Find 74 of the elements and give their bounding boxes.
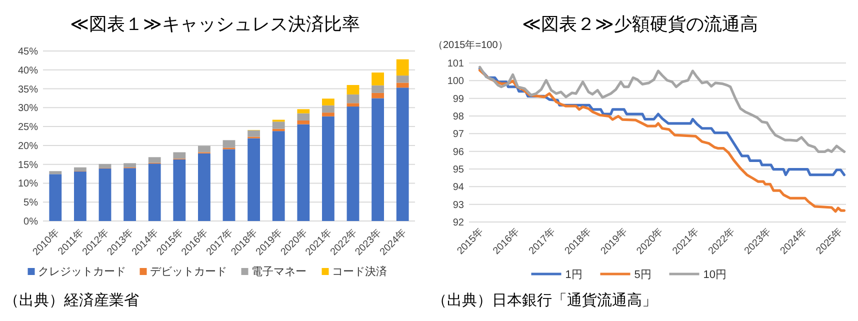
bar [396,82,409,88]
y-tick-label: 10% [18,178,38,190]
y-tick-label: 99 [452,94,464,105]
y-tick-label: 95 [452,164,464,176]
bar [346,85,360,94]
bar [396,59,409,76]
y-tick-label: 94 [452,182,464,194]
bar [346,103,360,107]
bar [74,167,86,172]
legend-label: コード決済 [332,265,387,278]
bar [98,168,112,221]
bar [322,98,334,106]
chart-title: ≪図表１≫キャッシュレス決済比率 [70,14,360,34]
y-tick-label: 45% [18,46,38,58]
legend-label: 10円 [703,269,726,281]
bar [148,164,161,221]
bar [148,157,161,163]
legend-label: 1円 [565,269,582,281]
bar [372,98,384,221]
y-tick-label: 20% [18,140,38,152]
bar [372,92,384,98]
y-tick-label: 98 [452,112,464,122]
y-tick-label: 5% [24,198,38,209]
bar [297,113,310,121]
line-series [478,66,846,153]
y-tick-label: 100 [447,76,464,88]
legend-label: クレジットカード [38,266,126,278]
bar [124,168,136,221]
legend-label: 5円 [634,269,652,281]
y-tick-label: 92 [452,218,464,228]
bar [198,153,210,221]
bar [372,72,384,86]
bar [322,112,334,116]
y-tick-label: 96 [452,146,464,158]
y-tick-label: 15% [18,160,38,171]
bar [173,159,186,221]
bar [297,109,310,114]
text: （出典）経済産業省 [4,292,139,309]
line-series [478,68,846,213]
bar [74,172,86,221]
bar [346,106,360,221]
y-axis-title: （2015年=100） [433,39,508,51]
y-tick-label: 0% [24,216,38,228]
bar [297,124,310,221]
bar [49,171,62,174]
bar [124,163,136,168]
y-tick-label: 40% [18,65,38,76]
bar [272,122,285,129]
bar [372,85,384,93]
y-tick-label: 93 [452,200,464,211]
bar [198,146,210,152]
bar [297,120,310,124]
bar [248,138,260,221]
bar [346,94,360,104]
y-tick-label: 35% [18,84,38,96]
bar [322,116,334,221]
bar [272,131,285,221]
bar [248,130,260,137]
y-tick-label: 25% [18,122,38,134]
chart-title: ≪図表２≫少額硬貨の流通高 [522,14,758,34]
bar [49,174,62,221]
y-tick-label: 30% [18,103,38,114]
bar [222,140,236,148]
y-tick-label: 101 [447,58,464,70]
y-tick-label: 97 [452,129,464,140]
bar [322,105,334,113]
legend-label: 電子マネー [251,266,306,278]
bar [98,164,112,168]
text: （出典）日本銀行「通貨流通高」 [432,292,657,309]
bar [396,76,409,83]
bar [222,149,236,221]
legend-label: デビットカード [150,266,227,278]
bar [173,152,186,159]
bar [396,88,409,221]
